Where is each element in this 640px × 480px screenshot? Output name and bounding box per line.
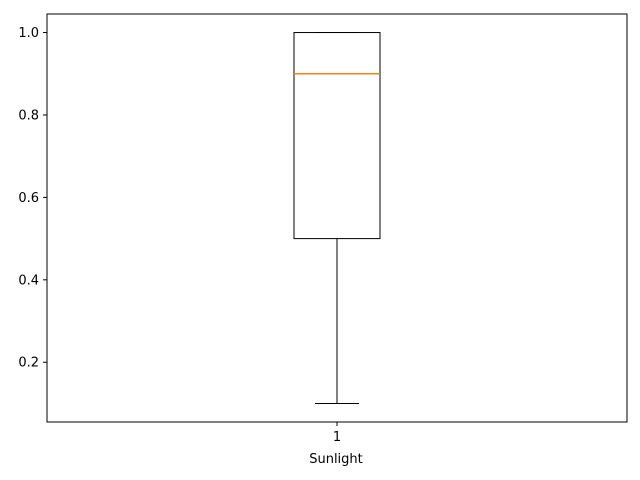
x-tick-label: 1: [333, 430, 341, 445]
x-axis-label: Sunlight: [309, 452, 363, 467]
y-tick-label: 0.8: [18, 108, 39, 123]
plot-layer: [293, 32, 381, 404]
box-iqr: [293, 32, 381, 240]
y-tick-label: 0.4: [18, 273, 39, 288]
y-tick-label: 0.6: [18, 191, 39, 206]
x-axis-ticks: 1: [333, 422, 341, 445]
y-axis-ticks: 0.2 0.4 0.6 0.8 1.0: [18, 26, 47, 371]
y-tick-label: 0.2: [18, 356, 39, 371]
y-tick-label: 1.0: [18, 26, 39, 41]
